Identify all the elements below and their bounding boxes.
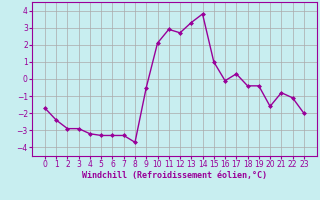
X-axis label: Windchill (Refroidissement éolien,°C): Windchill (Refroidissement éolien,°C)	[82, 171, 267, 180]
